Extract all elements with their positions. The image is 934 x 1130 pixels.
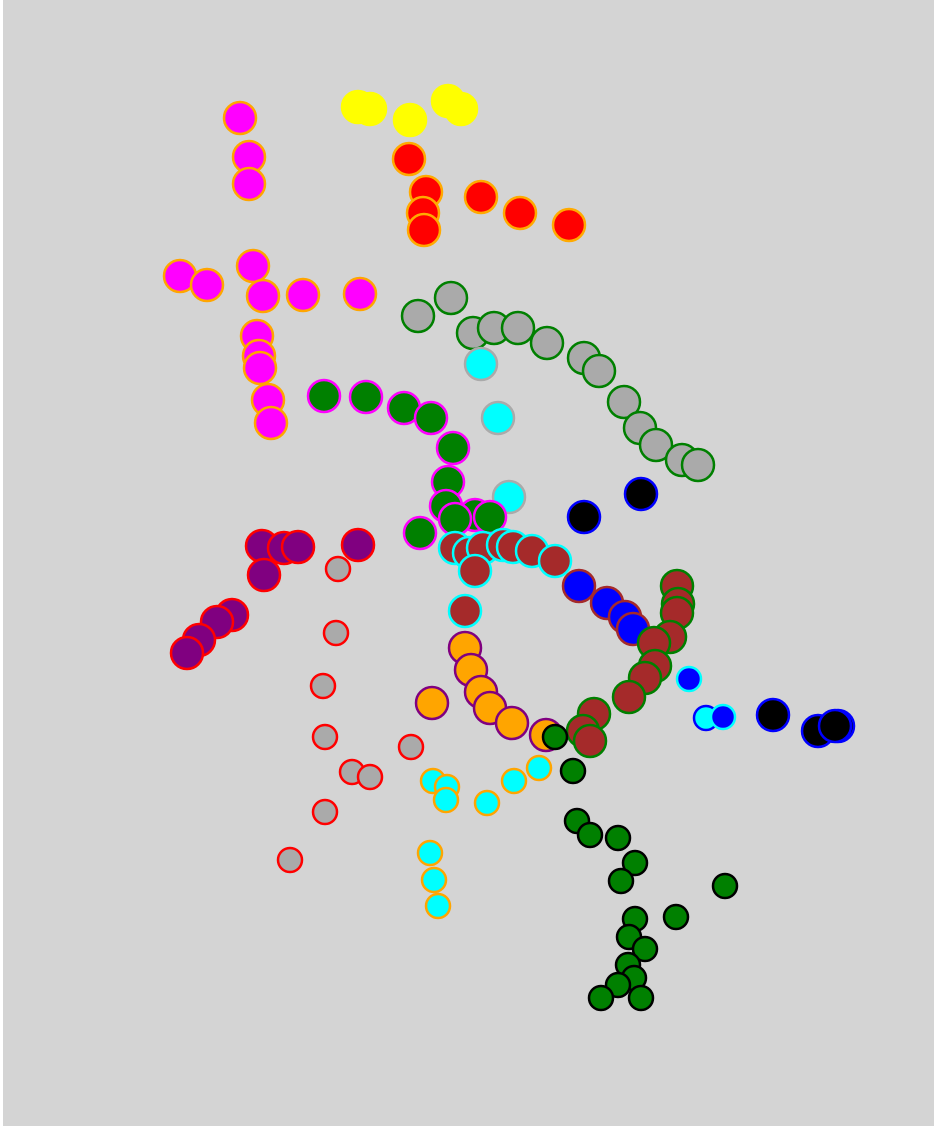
- grey-red-group: [276, 555, 425, 874]
- blue-brown-group: [561, 568, 651, 647]
- cyan-grey-group-dot[interactable]: [480, 400, 516, 436]
- grey-red-group-dot[interactable]: [397, 733, 425, 761]
- brown-cyan-group-dot[interactable]: [447, 593, 483, 629]
- grey-red-group-dot[interactable]: [356, 763, 384, 791]
- grey-arc-dot[interactable]: [638, 427, 674, 463]
- magenta-group: [162, 100, 378, 441]
- green-black-group-dot[interactable]: [541, 723, 569, 751]
- green-magenta-arc: [306, 378, 508, 551]
- brown-green-group-dot[interactable]: [572, 723, 608, 759]
- brown-green-group-dot[interactable]: [611, 679, 647, 715]
- yellow-group-dot[interactable]: [352, 91, 388, 127]
- cyan-orange-group-dot[interactable]: [473, 789, 501, 817]
- green-magenta-arc-dot[interactable]: [413, 400, 449, 436]
- green-black-group-dot[interactable]: [631, 935, 659, 963]
- grey-red-group-dot[interactable]: [309, 672, 337, 700]
- purple-red-group-dot[interactable]: [280, 529, 316, 565]
- black-blue-group: [566, 476, 856, 749]
- green-magenta-arc-dot[interactable]: [435, 430, 471, 466]
- grey-red-group-dot[interactable]: [322, 619, 350, 647]
- green-black-group-dot[interactable]: [607, 867, 635, 895]
- grey-arc-dot[interactable]: [680, 447, 716, 483]
- cyan-orange-group-dot[interactable]: [432, 786, 460, 814]
- red-group-dot[interactable]: [551, 207, 587, 243]
- black-blue-group-dot[interactable]: [817, 708, 853, 744]
- dots-layer: [162, 83, 856, 1012]
- cyan-orange-group-dot[interactable]: [420, 866, 448, 894]
- red-group-dot[interactable]: [406, 212, 442, 248]
- magenta-group-dot[interactable]: [189, 267, 225, 303]
- blue-cyan-group: [675, 665, 737, 731]
- purple-red-group-dot[interactable]: [169, 635, 205, 671]
- cyan-orange-group-dot[interactable]: [525, 754, 553, 782]
- magenta-group-dot[interactable]: [231, 166, 267, 202]
- green-black-group-dot[interactable]: [662, 903, 690, 931]
- magenta-group-dot[interactable]: [222, 100, 258, 136]
- yellow-group-dot[interactable]: [392, 102, 428, 138]
- magenta-group-dot[interactable]: [253, 405, 289, 441]
- grey-arc-dot[interactable]: [529, 325, 565, 361]
- purple-red-group-dot[interactable]: [246, 557, 282, 593]
- green-black-group-dot[interactable]: [627, 984, 655, 1012]
- green-black-group-dot[interactable]: [711, 872, 739, 900]
- black-blue-group-dot[interactable]: [566, 499, 602, 535]
- red-group-dot[interactable]: [391, 141, 427, 177]
- grey-red-group-dot[interactable]: [311, 798, 339, 826]
- blue-brown-group-dot[interactable]: [561, 568, 597, 604]
- green-magenta-arc-dot[interactable]: [402, 515, 438, 551]
- red-group: [391, 141, 587, 248]
- orange-purple-arc-dot[interactable]: [414, 685, 450, 721]
- brown-cyan-group-dot[interactable]: [457, 553, 493, 589]
- red-group-dot[interactable]: [463, 179, 499, 215]
- green-black-group-dot[interactable]: [559, 757, 587, 785]
- brown-cyan-group: [437, 527, 573, 629]
- cyan-orange-group-dot[interactable]: [416, 839, 444, 867]
- orange-purple-arc-dot[interactable]: [494, 705, 530, 741]
- green-black-group-dot[interactable]: [576, 821, 604, 849]
- blue-cyan-group-dot[interactable]: [675, 665, 703, 693]
- green-black-group: [541, 723, 739, 1012]
- green-black-group-dot[interactable]: [587, 984, 615, 1012]
- grey-arc-dot[interactable]: [581, 353, 617, 389]
- grey-arc-dot[interactable]: [433, 280, 469, 316]
- magenta-group-dot[interactable]: [285, 277, 321, 313]
- purple-red-group-dot[interactable]: [340, 527, 376, 563]
- yellow-group: [340, 83, 479, 138]
- grey-arc: [400, 280, 716, 483]
- green-magenta-arc-dot[interactable]: [348, 379, 384, 415]
- green-magenta-arc-dot[interactable]: [437, 501, 473, 537]
- cyan-orange-group: [416, 754, 553, 920]
- brown-cyan-group-dot[interactable]: [537, 543, 573, 579]
- blue-cyan-group-dot[interactable]: [709, 703, 737, 731]
- grey-red-group-dot[interactable]: [311, 723, 339, 751]
- grey-arc-dot[interactable]: [400, 298, 436, 334]
- grey-arc-dot[interactable]: [500, 310, 536, 346]
- cyan-orange-group-dot[interactable]: [500, 767, 528, 795]
- green-magenta-arc-dot[interactable]: [306, 378, 342, 414]
- magenta-group-dot[interactable]: [342, 276, 378, 312]
- grey-red-group-dot[interactable]: [324, 555, 352, 583]
- black-blue-group-dot[interactable]: [755, 697, 791, 733]
- brown-green-group: [565, 568, 696, 759]
- green-black-group-dot[interactable]: [604, 824, 632, 852]
- cyan-grey-group-dot[interactable]: [463, 346, 499, 382]
- purple-red-group: [169, 527, 376, 671]
- magenta-group-dot[interactable]: [242, 350, 278, 386]
- yellow-group-dot[interactable]: [443, 91, 479, 127]
- red-group-dot[interactable]: [502, 195, 538, 231]
- grey-arc-dot[interactable]: [606, 384, 642, 420]
- grey-red-group-dot[interactable]: [276, 846, 304, 874]
- magenta-group-dot[interactable]: [235, 248, 271, 284]
- black-blue-group-dot[interactable]: [623, 476, 659, 512]
- cyan-orange-group-dot[interactable]: [424, 892, 452, 920]
- cyan-grey-group: [463, 346, 527, 515]
- magenta-group-dot[interactable]: [245, 278, 281, 314]
- green-black-group-dot[interactable]: [621, 849, 649, 877]
